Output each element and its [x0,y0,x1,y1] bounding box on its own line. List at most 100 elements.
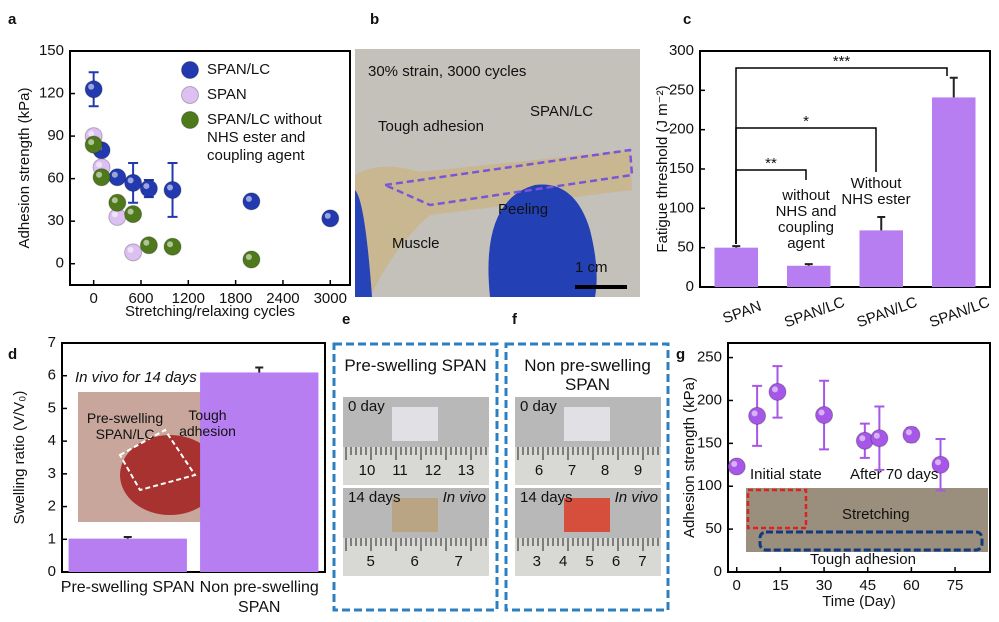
x-tick-label: 15 [772,577,789,594]
error-bar [123,535,132,539]
photo-text: Peeling [498,201,548,218]
sample [564,407,610,441]
x-tick-label: SPAN/LC [782,294,847,332]
bar [68,538,187,572]
point [870,429,889,448]
annotation: NHS and [776,203,837,220]
y-tick-label: 5 [48,399,56,416]
point [321,209,340,228]
point-shine [818,409,825,416]
glove [355,190,372,297]
point-shine [111,197,118,204]
text: SPAN/LC [207,61,271,78]
significance: *** [833,53,851,70]
point-shine [859,435,866,442]
text: SPAN/LC without NHS ester and coupling a… [207,111,322,164]
tissue [120,435,220,515]
y-tick-label: 0 [56,255,64,272]
panel-label: g [676,346,685,363]
y-tick-label: 7 [48,334,56,351]
x-tick-label: SPAN/LC [855,294,920,332]
point-shine [88,139,95,146]
ruler-number: 8 [601,462,609,479]
y-tick-label: 50 [677,239,694,256]
ruler-number: 9 [634,462,642,479]
point [748,406,767,425]
photo-text: In vivo [615,489,658,506]
panel-frame [504,342,670,612]
ruler-number: 6 [410,553,418,570]
y-tick-label: 250 [669,81,694,98]
photo-text: In vivo [443,489,486,506]
photo-text: 30% strain, 3000 cycles [368,63,526,80]
point-shine [771,386,778,393]
point-shine [127,177,134,184]
ruler-number: 11 [392,462,408,479]
ruler-number: 5 [366,553,374,570]
point [108,193,127,212]
text: Pre-swelling SPAN/LC [86,410,164,442]
photo-text: Tough adhesion [378,118,484,135]
point [902,425,921,444]
x-tick-label: 3000 [314,290,347,307]
inset-text: In vivo for 14 days [75,369,197,386]
inset-text: After 70 days [850,466,938,483]
ruler-number: 7 [568,462,576,479]
significance: * [803,113,809,130]
y-tick-label: 150 [697,434,722,451]
glove [488,184,597,297]
y-axis-label: Swelling ratio (V/V₀) [11,391,28,525]
point [139,179,158,198]
x-tick-label: 45 [859,577,876,594]
point [108,168,127,187]
ruler-number: 7 [638,553,646,570]
y-tick-label: 200 [697,391,722,408]
bar [787,265,831,287]
point [84,135,103,154]
text: Pre-swelling SPAN [344,356,487,375]
y-axis-label: Adhesion strength (kPa) [681,377,698,538]
y-tick-label: 90 [47,127,64,144]
point [163,237,182,256]
inset-text: Stretching [842,506,910,523]
text: Non pre-swelling SPAN [524,356,651,394]
y-tick-label: 0 [48,563,56,580]
y-tick-label: 150 [39,42,64,59]
point-shine [96,171,103,178]
point [124,205,143,224]
x-tick-label: 1200 [172,290,205,307]
point [242,250,261,269]
ruler-number: 3 [533,553,541,570]
point-shine [731,461,738,468]
sample [564,498,610,532]
point [768,382,787,401]
sample [392,407,438,441]
point-shine [751,410,758,417]
y-tick-label: 2 [48,498,56,515]
x-tick-label: 0 [89,290,97,307]
point-shine [127,246,134,253]
text: Tough adhesion [179,407,236,439]
photo-text: SPAN/LC [530,103,593,120]
error-bar [877,215,886,231]
point [815,406,834,425]
point-shine [88,83,95,90]
y-tick-label: 6 [48,367,56,384]
point-shine [167,241,174,248]
ruler-number: 6 [535,462,543,479]
bracket [735,67,948,244]
y-tick-label: 150 [669,160,694,177]
point-shine [935,459,942,466]
point-shine [143,183,150,190]
bar [859,230,903,287]
legend-marker [181,111,199,129]
error-bar [732,245,741,248]
point-shine [245,195,252,202]
y-tick-label: 60 [47,170,64,187]
point-shine [111,171,118,178]
inset-text: Tough adhesion [810,551,916,568]
point [727,457,746,476]
error-bar [804,263,813,266]
